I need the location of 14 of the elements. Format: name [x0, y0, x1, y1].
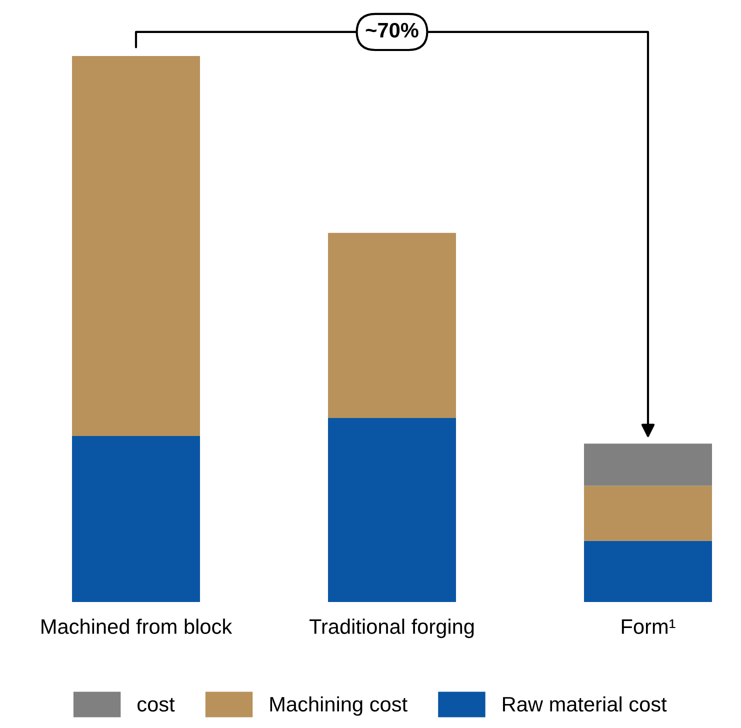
legend-label: Machining cost	[270, 696, 408, 716]
x-tick-label: Machined from block	[42, 618, 232, 634]
bar	[584, 486, 712, 541]
x-tick-label: Form¹	[622, 619, 676, 634]
bar	[328, 232, 456, 418]
bar	[72, 56, 200, 436]
bar	[328, 418, 456, 602]
legend-label: cost	[138, 698, 175, 712]
x-tick-label: Traditional forging	[309, 618, 474, 638]
bar	[584, 540, 712, 602]
text: ~70%	[366, 22, 418, 38]
legend-label: Raw material cost	[503, 696, 667, 712]
bar	[72, 436, 200, 602]
bar	[584, 444, 712, 486]
